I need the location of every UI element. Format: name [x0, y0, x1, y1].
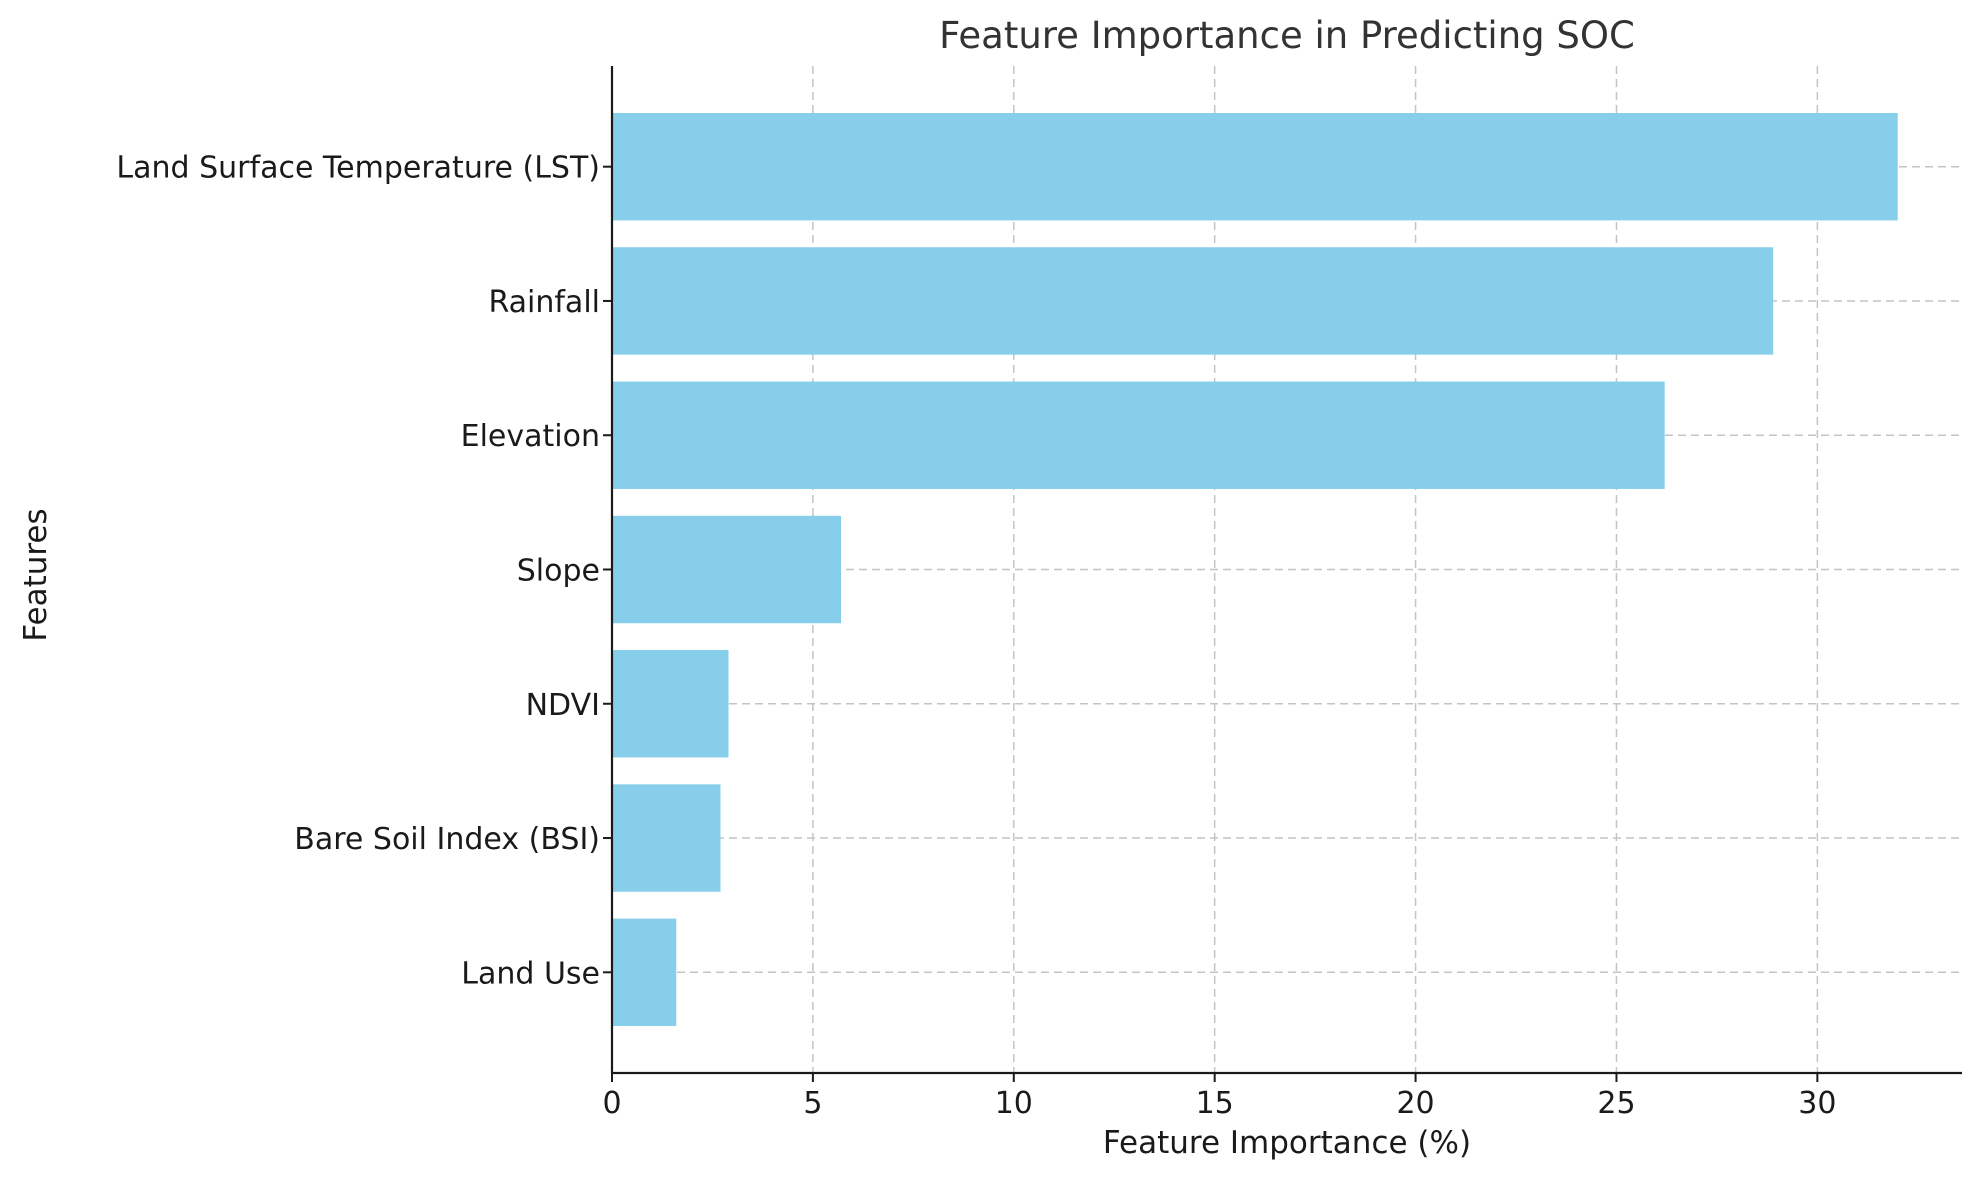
x-tick-label: 10 — [995, 1086, 1033, 1121]
y-tick-label: Bare Soil Index (BSI) — [294, 822, 600, 857]
bars — [612, 112, 1898, 1027]
x-tick-label: 0 — [602, 1086, 621, 1121]
y-tick-label: Land Surface Temperature (LST) — [116, 151, 600, 186]
y-tick-label: Rainfall — [488, 285, 600, 320]
y-tick-label: NDVI — [526, 688, 600, 723]
y-tick-label: Slope — [517, 554, 600, 589]
x-tick-label: 15 — [1196, 1086, 1234, 1121]
bar — [612, 784, 721, 892]
bar — [612, 918, 677, 1027]
x-tick-label: 20 — [1396, 1086, 1434, 1121]
bar — [612, 112, 1898, 221]
bar — [612, 650, 729, 758]
y-tick-label: Land Use — [461, 956, 600, 991]
x-tick-label: 25 — [1597, 1086, 1635, 1121]
y-tick-label: Elevation — [461, 419, 600, 454]
x-tick-label: 5 — [803, 1086, 822, 1121]
bar — [612, 515, 842, 624]
x-axis-label: Feature Importance (%) — [1103, 1125, 1471, 1161]
x-tick-label: 30 — [1798, 1086, 1836, 1121]
chart-title: Feature Importance in Predicting SOC — [939, 14, 1635, 57]
bar — [612, 247, 1774, 355]
y-axis-label: Features — [18, 508, 54, 641]
bar — [612, 381, 1665, 489]
ticks: 0 5 10 15 20 25 30 Land Surface Temperature (LS… — [116, 151, 1836, 1121]
